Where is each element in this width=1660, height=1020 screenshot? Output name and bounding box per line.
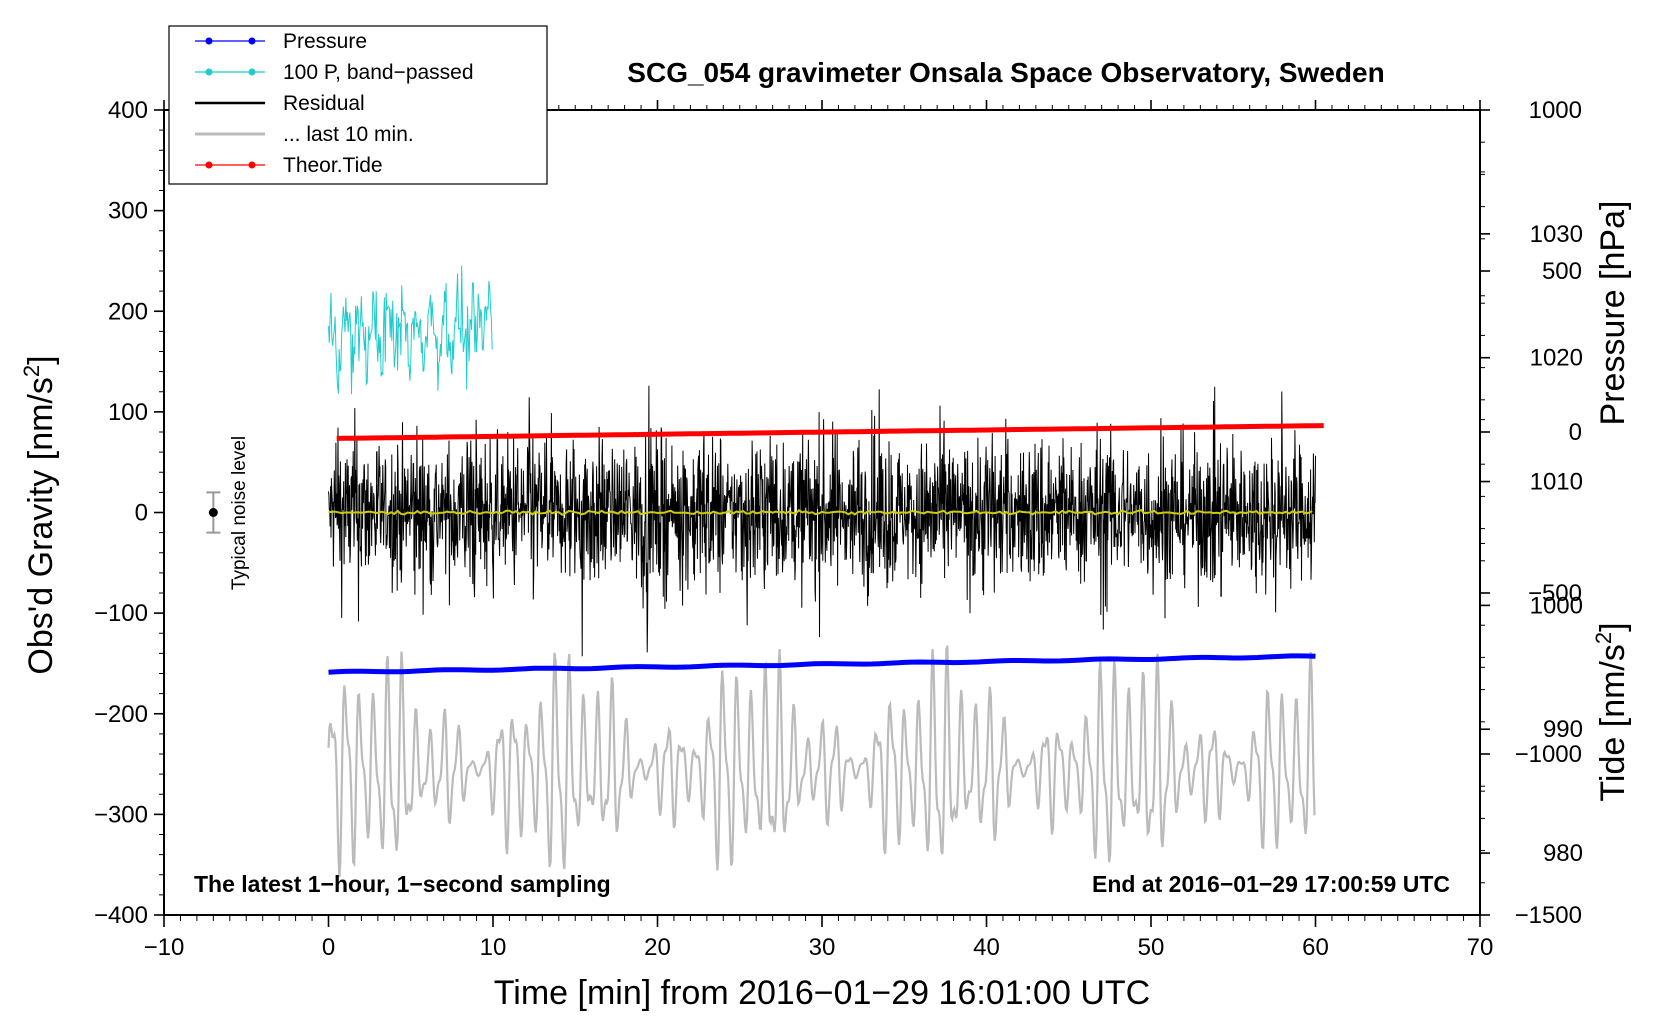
x-tick-label: 10 bbox=[480, 934, 507, 961]
y-axis-label-tide-text: Tide [nm/s bbox=[1594, 644, 1632, 801]
y-axis-label-gravity-text: Obs'd Gravity [nm/s bbox=[22, 377, 60, 674]
pressure-tick-label: 1000 bbox=[1530, 592, 1583, 619]
pressure-tick-label: 1030 bbox=[1530, 221, 1583, 248]
tide-tick-label: 1000 bbox=[1529, 97, 1582, 124]
y-tick-label: −400 bbox=[94, 902, 148, 929]
y-tick-label: 200 bbox=[108, 298, 148, 325]
x-tick-label: 70 bbox=[1467, 934, 1494, 961]
y-axis-label-pressure: Pressure [hPa] bbox=[1594, 201, 1632, 426]
noise-level-label: Typical noise level bbox=[229, 436, 250, 590]
tide-tick-label: −1500 bbox=[1515, 902, 1582, 929]
legend-label: 100 P, band−passed bbox=[283, 61, 474, 84]
x-axis-label: Time [min] from 2016−01−29 16:01:00 UTC bbox=[494, 974, 1150, 1012]
tide-tick-label: 500 bbox=[1542, 258, 1582, 285]
legend-label: Pressure bbox=[283, 30, 367, 53]
chart-title: SCG_054 gravimeter Onsala Space Observat… bbox=[627, 57, 1384, 88]
x-tick-label: 20 bbox=[644, 934, 671, 961]
smoothed-residual-line bbox=[328, 509, 1313, 516]
band-passed-pressure-series bbox=[328, 265, 493, 395]
theoretical-tide-series bbox=[336, 423, 1324, 441]
x-tick-label: 30 bbox=[809, 934, 836, 961]
legend-marker bbox=[248, 37, 256, 45]
last-10-min-series bbox=[327, 645, 1316, 878]
x-tick-label: 60 bbox=[1302, 934, 1329, 961]
y-axis-label-gravity-sup: 2 bbox=[19, 365, 44, 377]
noise-level-marker bbox=[206, 491, 221, 534]
y-tick-label: 0 bbox=[135, 500, 148, 527]
tide-tick-label: −500 bbox=[1528, 580, 1582, 607]
legend-marker bbox=[248, 161, 256, 169]
x-tick-label: −10 bbox=[144, 934, 185, 961]
residual-series bbox=[328, 385, 1316, 657]
pressure-tick-label: 990 bbox=[1543, 716, 1583, 743]
pressure-tick-label: 1020 bbox=[1530, 345, 1583, 372]
y-tick-label: 300 bbox=[108, 198, 148, 225]
pressure-tick-label: 1010 bbox=[1530, 469, 1583, 496]
pressure-tick-label: 980 bbox=[1543, 840, 1583, 867]
legend-label: ... last 10 min. bbox=[283, 123, 414, 146]
y-axis-label-tide-end: ] bbox=[1594, 622, 1632, 631]
tide-tick-label: −1000 bbox=[1515, 741, 1582, 768]
y-axis-label-tide-sup: 2 bbox=[1591, 632, 1616, 644]
x-tick-label: 40 bbox=[973, 934, 1000, 961]
y-tick-label: −200 bbox=[94, 701, 148, 728]
pressure-line bbox=[328, 653, 1316, 675]
y-axis-label-gravity-end: ] bbox=[22, 355, 60, 364]
end-time-annotation: End at 2016−01−29 17:00:59 UTC bbox=[1092, 871, 1450, 897]
y-tick-label: 400 bbox=[108, 97, 148, 124]
noise-point bbox=[208, 508, 218, 517]
legend-box bbox=[168, 25, 548, 185]
legend-marker bbox=[205, 37, 213, 45]
legend-marker bbox=[205, 68, 213, 76]
legend: Pressure 100 P, band−passed Residual ... la… bbox=[168, 25, 548, 185]
y-axis-label-tide: Tide [nm/s2] bbox=[1591, 622, 1632, 801]
legend-entries: Pressure 100 P, band−passed Residual ... la… bbox=[195, 30, 474, 177]
legend-marker bbox=[205, 161, 213, 169]
smoothed-residual-series bbox=[328, 509, 1313, 516]
tide-line bbox=[336, 423, 1324, 441]
legend-marker bbox=[248, 68, 256, 76]
pressure-series bbox=[328, 653, 1316, 675]
band-passed-line bbox=[328, 265, 493, 395]
legend-label: Residual bbox=[283, 92, 365, 115]
residual-line bbox=[328, 385, 1316, 657]
tide-tick-label: 0 bbox=[1569, 419, 1582, 446]
y-tick-label: −100 bbox=[94, 600, 148, 627]
axis-ticks: −10 0 10 20 30 40 50 60 704003002001000−100−200−… bbox=[94, 97, 1583, 961]
y-tick-label: −300 bbox=[94, 801, 148, 828]
x-tick-label: 50 bbox=[1138, 934, 1165, 961]
sampling-annotation: The latest 1−hour, 1−second sampling bbox=[194, 871, 611, 897]
last-10-min-line bbox=[327, 645, 1316, 878]
x-tick-label: 0 bbox=[322, 934, 335, 961]
y-axis-label-gravity: Obs'd Gravity [nm/s2] bbox=[19, 355, 60, 674]
legend-label: Theor.Tide bbox=[283, 154, 383, 177]
y-tick-label: 100 bbox=[108, 399, 148, 426]
